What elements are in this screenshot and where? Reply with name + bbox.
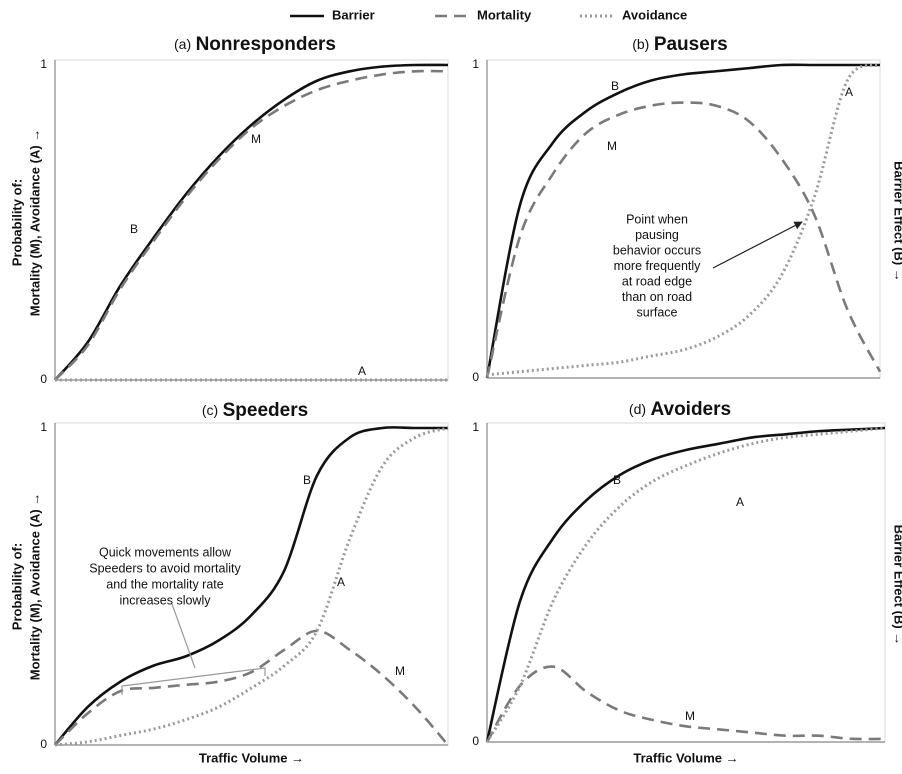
curve <box>54 426 448 746</box>
panel-title: (c) Speeders <box>202 400 308 421</box>
note-leader <box>171 603 196 669</box>
curve <box>54 69 449 381</box>
panel-title-text: Avoiders <box>650 399 731 420</box>
note-line: surface <box>637 305 678 319</box>
curve-label: B <box>130 222 138 236</box>
note-line: behavior occurs <box>613 243 701 257</box>
note-line: and the mortality rate <box>106 577 223 591</box>
y-tick-label: 0 <box>472 734 479 748</box>
curve-label: B <box>613 473 621 487</box>
note-line: increases slowly <box>119 593 211 607</box>
panel-label: (a) <box>174 36 191 52</box>
panel-title-text: Speeders <box>223 400 309 421</box>
panel-label: (b) <box>632 36 649 52</box>
curve-label: B <box>303 473 311 487</box>
curve-label: A <box>736 495 744 509</box>
curve-label: A <box>358 364 366 378</box>
panel-label: (c) <box>202 402 218 418</box>
y-axis-label: Mortality (M), Avoidance (A) → <box>27 129 42 317</box>
note-line: pausing <box>635 228 679 242</box>
panel: (a) Nonresponders 0 1 B M A Probability of: Mor… <box>9 34 449 386</box>
legend-label: Mortality <box>477 7 532 22</box>
note-line: than on road <box>622 290 692 304</box>
curve-label: M <box>395 664 405 678</box>
x-axis-label: Traffic Volume → <box>199 750 304 765</box>
curve-label: M <box>607 139 617 153</box>
note-line: Quick movements allow <box>99 545 232 559</box>
y-axis-label: Probability of: <box>9 179 24 266</box>
panel-title: (b) Pausers <box>632 34 728 55</box>
y-tick-label: 0 <box>40 372 47 386</box>
y-tick-label: 1 <box>472 57 479 71</box>
curve-label: M <box>251 132 261 146</box>
y-tick-label: 1 <box>472 420 479 434</box>
curve <box>54 426 449 747</box>
plot-frame <box>486 422 886 743</box>
curve-label: A <box>337 575 345 589</box>
y-tick-label: 1 <box>40 57 47 71</box>
legend-label: Barrier <box>332 7 375 22</box>
panel-label: (d) <box>629 401 646 417</box>
panel-title-text: Pausers <box>654 34 728 55</box>
panel: (b) Pausers 0 1 B M A Point when pausingbehavio… <box>472 34 902 384</box>
curve <box>485 101 882 379</box>
curve <box>54 63 449 381</box>
curve <box>486 63 881 377</box>
y2-axis-label: Barrier Effect (B) → <box>892 525 902 646</box>
y-tick-label: 0 <box>472 370 479 384</box>
panel: (d) Avoiders 0 1 B A M Barrier Effect (B) → Tra… <box>472 399 902 765</box>
curve <box>485 665 886 743</box>
note-bracket <box>121 667 266 695</box>
curve-label: A <box>845 85 853 99</box>
panel: (c) Speeders 0 1 B A M Quick movements allow Sp… <box>9 400 449 765</box>
y-tick-label: 0 <box>40 737 47 751</box>
note-line: at road edge <box>622 274 692 288</box>
note-line: Speeders to avoid mortality <box>89 561 241 575</box>
curve <box>485 426 886 743</box>
y-axis-label: Mortality (M), Avoidance (A) → <box>27 493 42 681</box>
plot-frame <box>54 59 449 381</box>
legend-label: Avoidance <box>622 7 687 22</box>
curve <box>485 63 880 379</box>
panel-title: (a) Nonresponders <box>174 34 336 55</box>
y-tick-label: 1 <box>40 420 47 434</box>
curve <box>485 426 886 743</box>
note-line: more frequently <box>614 259 702 273</box>
note-line: Point when <box>626 212 688 226</box>
x-axis-label: Traffic Volume → <box>633 750 738 765</box>
panel-title: (d) Avoiders <box>629 399 731 420</box>
note-arrow <box>712 221 803 269</box>
y-axis-label: Probability of: <box>9 543 24 630</box>
curve-label: B <box>611 79 619 93</box>
panel-title-text: Nonresponders <box>196 34 336 55</box>
curve-label: M <box>685 709 695 723</box>
curve <box>54 629 449 746</box>
y2-axis-label: Barrier Effect (B) → <box>892 161 902 282</box>
